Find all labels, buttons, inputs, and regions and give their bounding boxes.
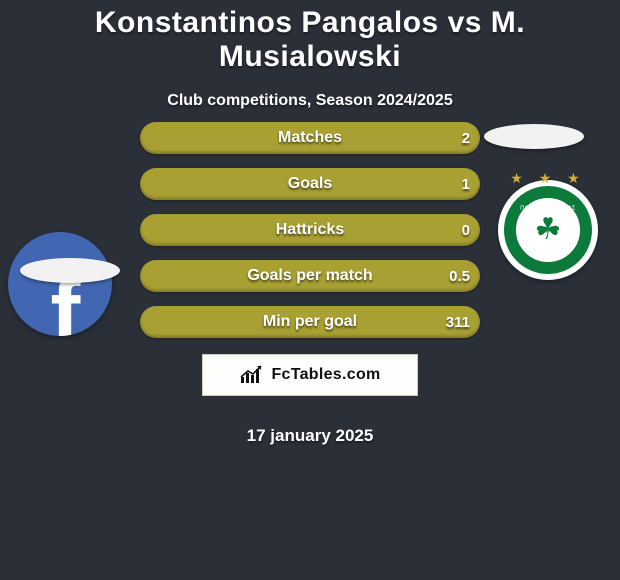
stat-label: Goals [140,168,480,200]
stat-label: Hattricks [140,214,480,246]
badge-stars: ★ ★ ★ [498,170,598,187]
stat-label: Goals per match [140,260,480,292]
stat-right-value: 0 [462,214,470,246]
left-shadow-ellipse [20,258,120,283]
stat-row-hattricks: Hattricks 0 [140,214,480,246]
left-player-avatar: f [8,232,112,336]
stat-label: Matches [140,122,480,154]
brand-box: FcTables.com [202,354,418,396]
right-club-badge: ★ ★ ★ ΠΟΔΟΣΦΑΙΡΙΚΟΣ ΣΥΛΛΟΓΟΣ ☘ 1948 ΟΜΟΝ… [498,180,598,280]
date-label: 17 january 2025 [0,426,620,446]
page-title: Konstantinos Pangalos vs M. Musialowski [0,0,620,74]
stat-right-value: 2 [462,122,470,154]
stat-row-goals-per-match: Goals per match 0.5 [140,260,480,292]
stat-right-value: 0.5 [449,260,470,292]
right-shadow-ellipse [484,124,584,149]
badge-ring: ΠΟΔΟΣΦΑΙΡΙΚΟΣ ΣΥΛΛΟΓΟΣ ☘ 1948 ΟΜΟΝΟΙΑ ΛΕ… [504,186,592,274]
stat-right-value: 1 [462,168,470,200]
badge-year: 1948 [539,226,557,235]
subtitle: Club competitions, Season 2024/2025 [0,92,620,110]
stat-row-matches: Matches 2 [140,122,480,154]
stat-label: Min per goal [140,306,480,338]
stat-row-goals: Goals 1 [140,168,480,200]
brand-name: FcTables.com [271,366,380,384]
stat-row-min-per-goal: Min per goal 311 [140,306,480,338]
brand-chart-icon [239,365,265,385]
badge-text-bottom: ΟΜΟΝΟΙΑ ΛΕΥΚΩΣΙΑΣ [516,242,580,254]
stats-container: Matches 2 Goals 1 Hattricks 0 Goals per … [140,122,480,352]
stat-right-value: 311 [446,306,470,338]
